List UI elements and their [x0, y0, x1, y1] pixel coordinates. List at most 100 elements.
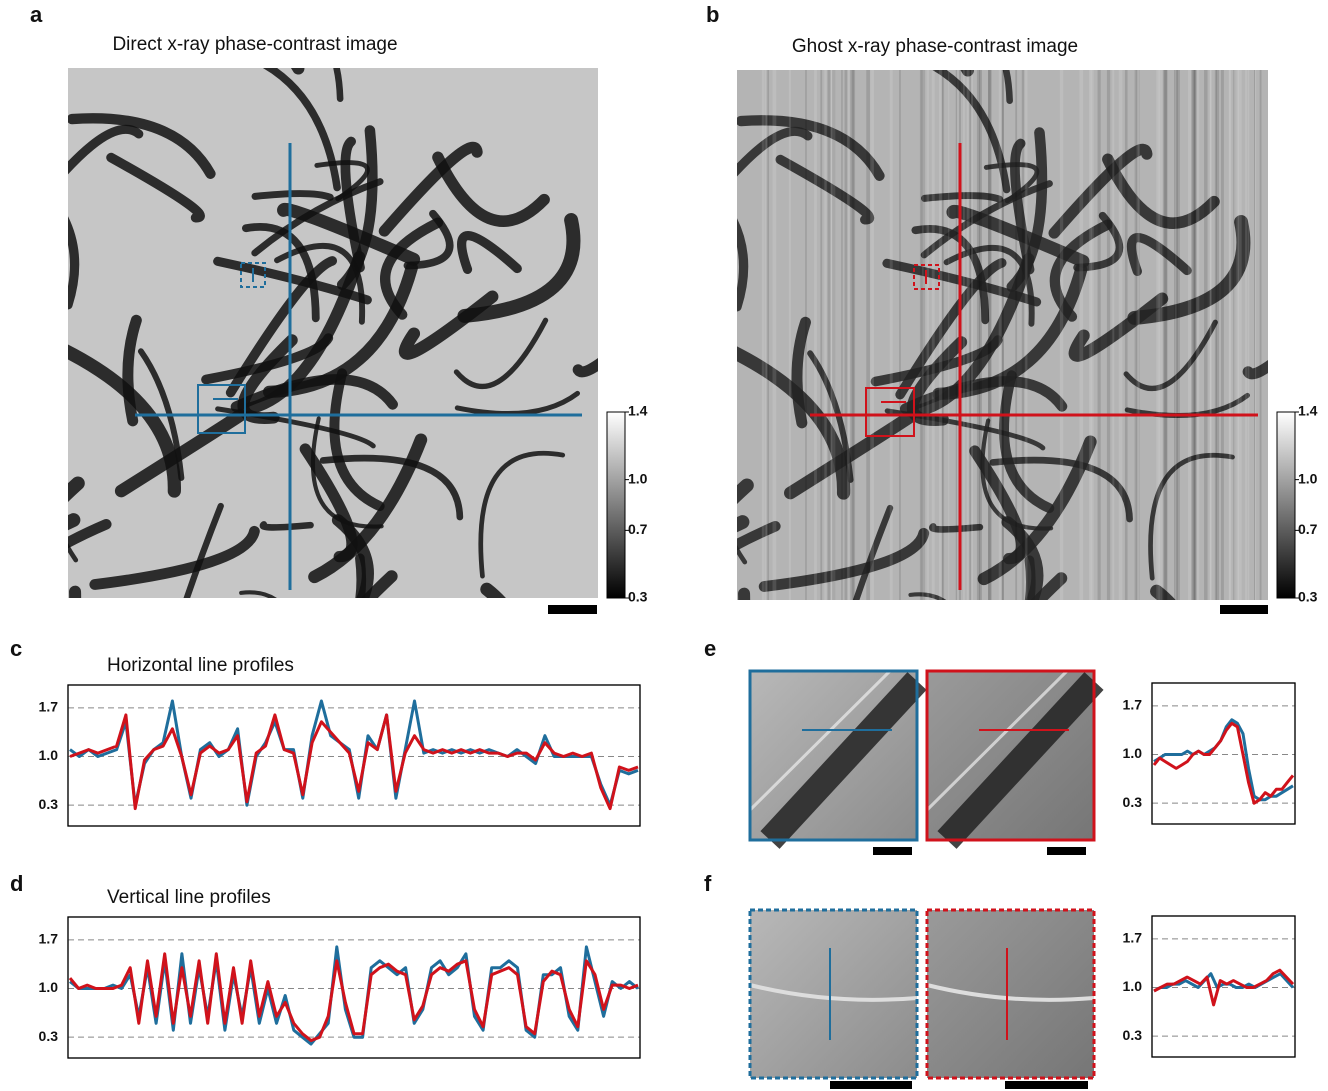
streak: [870, 70, 874, 600]
fiber: [758, 527, 930, 592]
plot-frame: [1151, 682, 1296, 825]
fiber: [241, 223, 320, 323]
streak: [772, 70, 777, 600]
streak: [1187, 70, 1192, 600]
streak: [1135, 70, 1140, 600]
roi-box-dashed: [913, 264, 940, 290]
colorbar-tick-label: 0.3: [628, 589, 648, 605]
streak: [827, 70, 831, 600]
panel-letter: e: [704, 636, 716, 661]
streak: [1137, 70, 1140, 600]
fiber: [340, 136, 365, 273]
fiber: [403, 209, 454, 270]
streak: [1001, 70, 1004, 600]
plot-area: [67, 684, 641, 827]
y-tick-label: 1.7: [1123, 697, 1143, 713]
y-tick-label: 1.7: [1123, 930, 1143, 946]
fiber: [775, 154, 875, 225]
streak: [1238, 70, 1242, 600]
profile-curve: [68, 952, 639, 1043]
streak: [976, 70, 981, 600]
fiber: [1024, 555, 1036, 600]
streak: [1229, 70, 1232, 600]
streak: [1247, 70, 1250, 600]
fiber: [457, 231, 522, 274]
streak: [1215, 70, 1220, 600]
fiber: [737, 218, 749, 312]
streak: [941, 70, 943, 600]
fiber: [882, 258, 1042, 307]
fiber: [908, 592, 947, 600]
zoom-image: [927, 910, 1094, 1078]
fiber: [239, 590, 277, 598]
fiber: [68, 344, 181, 498]
fiber: [333, 68, 344, 103]
fiber: [980, 418, 1054, 531]
colorbar-tick-label: 1.4: [1298, 403, 1318, 419]
streak: [1090, 70, 1094, 600]
streak: [761, 70, 765, 600]
fiber: [937, 672, 1104, 849]
fiber: [989, 456, 1133, 523]
scale-bar: [830, 1081, 912, 1089]
fiber: [1126, 233, 1192, 276]
streak: [1106, 70, 1111, 600]
fiber: [68, 113, 216, 179]
chart-title: Vertical line profiles: [107, 887, 271, 908]
colorbar-tick-label: 1.0: [628, 470, 648, 486]
fiber: [791, 316, 811, 429]
panel-letter: f: [704, 871, 712, 896]
streak: [988, 70, 991, 600]
zoom-image: [750, 910, 917, 1078]
streak: [831, 70, 836, 600]
streak: [1002, 70, 1004, 600]
streak: [1210, 70, 1212, 600]
streak: [987, 70, 992, 600]
streak: [831, 70, 836, 600]
streak: [1176, 70, 1180, 600]
streak: [814, 70, 817, 600]
micrograph: [68, 68, 598, 598]
streak: [1059, 70, 1064, 600]
fiber: [68, 124, 144, 175]
panel-letter: d: [10, 871, 23, 896]
streak: [978, 70, 982, 600]
fiber: [1048, 143, 1153, 239]
y-tick-label: 1.0: [1123, 978, 1143, 994]
streak: [921, 70, 925, 600]
streak: [921, 70, 924, 600]
fiber: [262, 68, 341, 192]
fiber: [737, 115, 885, 181]
fiber: [737, 521, 781, 551]
streak: [765, 70, 768, 600]
profile-curve: [1153, 972, 1295, 993]
fiber: [1242, 359, 1268, 380]
streak: [968, 70, 972, 600]
fiber: [89, 525, 260, 590]
y-tick-label: 1.7: [39, 699, 59, 715]
fiber: [277, 202, 421, 266]
streak: [1196, 70, 1200, 600]
scale-bar: [1047, 847, 1086, 855]
fiber: [760, 672, 927, 849]
streak: [955, 70, 958, 600]
streak: [931, 70, 935, 600]
fiber-edge: [748, 669, 892, 812]
streak: [1163, 70, 1167, 600]
y-tick-label: 0.3: [1123, 1027, 1143, 1043]
fiber: [183, 502, 224, 598]
fiber: [1127, 215, 1251, 325]
fiber: [478, 450, 566, 579]
roi-box: [197, 384, 246, 434]
streak: [1112, 70, 1115, 600]
y-tick-label: 1.0: [39, 979, 59, 995]
colorbar: [1276, 411, 1296, 599]
streak: [1191, 70, 1196, 600]
fiber: [983, 162, 1040, 204]
fiber: [946, 204, 1090, 268]
zoom-frame: [925, 908, 1096, 1080]
fiber: [1073, 211, 1124, 272]
fiber: [572, 358, 598, 378]
fiber: [453, 317, 549, 390]
